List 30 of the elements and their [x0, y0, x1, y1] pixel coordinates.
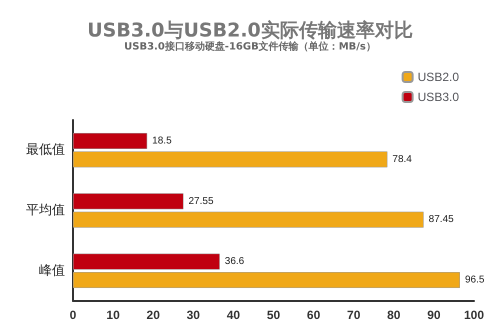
x-tick-label: 40: [226, 308, 240, 322]
data-label: 96.5: [464, 274, 485, 286]
chart-title: USB3.0与USB2.0实际传输速率对比: [87, 20, 413, 42]
x-tick-label: 0: [70, 308, 77, 322]
data-label: 36.6: [224, 256, 245, 268]
x-tick-label: 100: [464, 308, 484, 322]
data-label: 27.55: [188, 196, 214, 207]
x-tick-label: 20: [146, 308, 160, 322]
bar: [73, 132, 148, 149]
y-tick-label: 最低值: [26, 142, 65, 158]
data-label: 78.4: [392, 154, 412, 165]
x-tick-label: 80: [387, 308, 401, 322]
x-tick-label: 90: [427, 308, 441, 322]
legend-label: USB2.0: [418, 70, 460, 84]
y-tick-label: 平均值: [26, 203, 65, 218]
x-tick-label: 10: [106, 308, 120, 322]
x-tick-label: 70: [347, 308, 361, 322]
bar: [73, 151, 388, 168]
data-label: 18.5: [152, 135, 172, 146]
bar: [73, 254, 220, 270]
legend-label: USB3.0: [418, 90, 460, 104]
bar: [73, 212, 424, 228]
x-tick-label: 30: [186, 308, 200, 322]
x-tick-label: 50: [266, 308, 280, 322]
bar: [73, 193, 184, 210]
x-tick-label: 60: [306, 308, 321, 322]
bar: [73, 272, 460, 288]
y-tick-label: 峰值: [39, 263, 65, 278]
chart-subtitle: USB3.0接口移动硬盘-16GB文件传输（单位：MB/s）: [124, 40, 376, 52]
data-label: 87.45: [428, 214, 454, 226]
